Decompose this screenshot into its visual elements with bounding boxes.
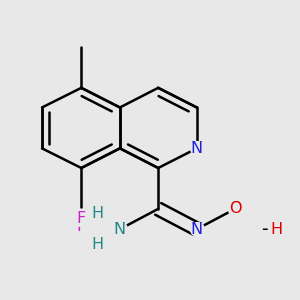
Text: N: N xyxy=(114,222,126,237)
Text: N: N xyxy=(191,141,203,156)
Text: H: H xyxy=(92,206,104,221)
Text: F: F xyxy=(77,219,86,234)
Text: N: N xyxy=(191,141,203,156)
Text: N: N xyxy=(191,222,203,237)
Text: N: N xyxy=(191,222,203,237)
Text: N: N xyxy=(114,222,126,237)
Text: -: - xyxy=(261,220,268,239)
Text: O: O xyxy=(229,201,241,216)
Text: H: H xyxy=(92,237,104,252)
Text: H: H xyxy=(270,222,282,237)
Text: O: O xyxy=(229,201,241,216)
Text: F: F xyxy=(77,211,86,226)
